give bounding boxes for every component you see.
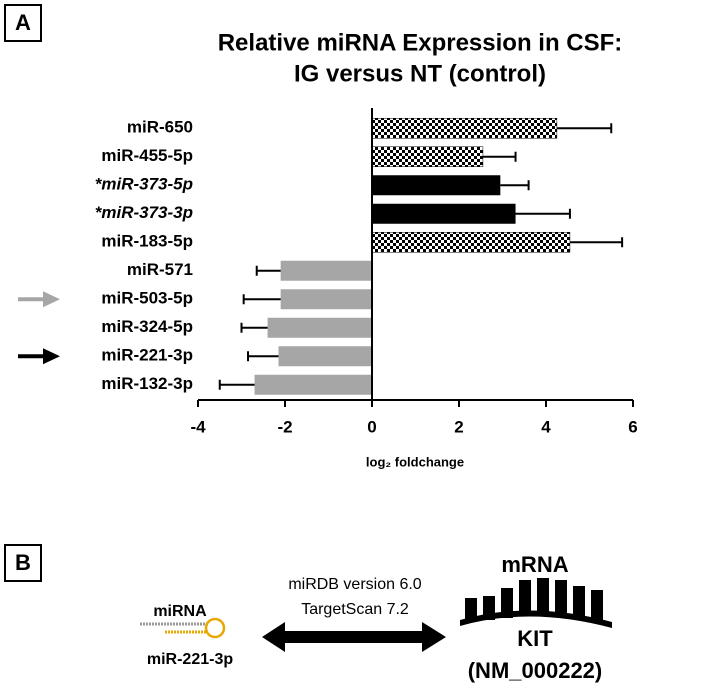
- mrna-strand: [460, 578, 612, 628]
- accession: (NM_000222): [468, 658, 603, 683]
- y-tick-label: miR-183-5p: [101, 232, 193, 251]
- y-tick-label: *miR-373-3p: [95, 203, 193, 222]
- y-tick-label: miR-455-5p: [101, 146, 193, 165]
- double-arrow: [262, 622, 446, 652]
- mrna-label: mRNA: [501, 552, 568, 577]
- x-tick-label: 0: [367, 417, 376, 436]
- x-axis-label: log₂ foldchange: [366, 454, 464, 469]
- bar: [278, 346, 372, 367]
- x-tick-label: -4: [190, 417, 206, 436]
- bar: [254, 374, 372, 395]
- database: TargetScan 7.2: [301, 601, 409, 618]
- bar: [267, 317, 372, 338]
- row-arrow-head: [43, 348, 60, 365]
- mirna-name: miR-221-3p: [147, 651, 233, 668]
- panel-box: [4, 544, 42, 582]
- panel-label: A: [15, 10, 31, 35]
- bar: [371, 146, 484, 167]
- gene: KIT: [517, 626, 553, 651]
- bar: [372, 175, 501, 196]
- y-tick-label: *miR-373-5p: [95, 175, 193, 194]
- mirna-label: miRNA: [153, 603, 207, 620]
- x-tick-label: 4: [541, 417, 551, 436]
- bar: [371, 232, 571, 253]
- y-tick-label: miR-503-5p: [101, 289, 193, 308]
- bar: [371, 118, 558, 139]
- y-tick-label: miR-324-5p: [101, 317, 193, 336]
- hairpin: [140, 617, 226, 639]
- y-tick-label: miR-221-3p: [101, 346, 193, 365]
- chart-title: Relative miRNA Expression in CSF:: [218, 29, 623, 56]
- bar: [280, 289, 372, 310]
- panel-box: [4, 4, 42, 42]
- y-tick-label: miR-132-3p: [101, 374, 193, 393]
- row-arrow-head: [43, 291, 60, 308]
- x-tick-label: 6: [628, 417, 637, 436]
- y-tick-label: miR-650: [127, 118, 193, 137]
- bar: [280, 260, 372, 281]
- x-tick-label: -2: [277, 417, 292, 436]
- database: miRDB version 6.0: [288, 576, 421, 593]
- x-tick-label: 2: [454, 417, 463, 436]
- panel-label: B: [15, 550, 31, 575]
- bar: [372, 203, 516, 224]
- chart-title: IG versus NT (control): [294, 60, 546, 87]
- y-tick-label: miR-571: [127, 260, 193, 279]
